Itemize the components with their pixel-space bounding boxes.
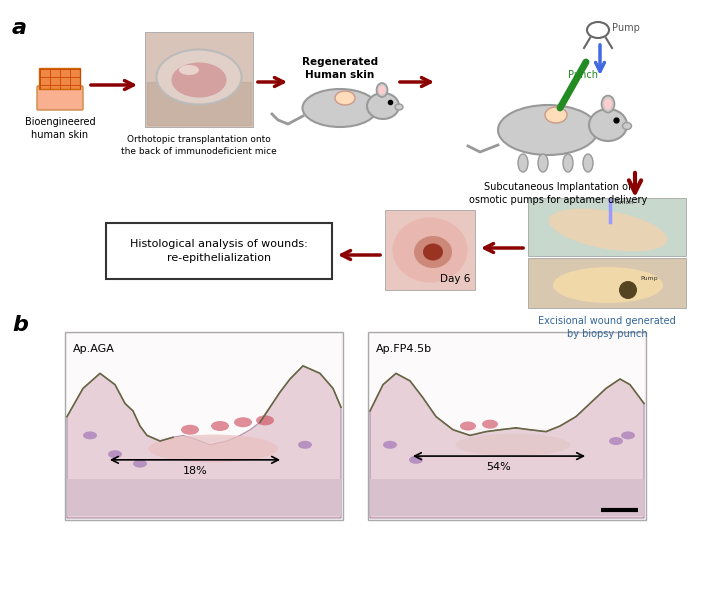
Ellipse shape xyxy=(423,244,443,261)
Ellipse shape xyxy=(545,107,567,123)
Ellipse shape xyxy=(583,154,593,172)
Ellipse shape xyxy=(383,441,397,449)
Bar xyxy=(370,334,644,428)
Text: Orthotopic transplantation onto
the back of immunodeficient mice: Orthotopic transplantation onto the back… xyxy=(121,135,277,156)
Ellipse shape xyxy=(623,122,631,130)
Bar xyxy=(145,32,253,127)
Ellipse shape xyxy=(256,415,274,425)
Text: a: a xyxy=(12,18,27,38)
Bar xyxy=(528,258,686,308)
Polygon shape xyxy=(370,373,644,518)
Text: Ap.FP4.5b: Ap.FP4.5b xyxy=(376,344,432,354)
Ellipse shape xyxy=(298,441,312,449)
Polygon shape xyxy=(67,366,341,518)
FancyBboxPatch shape xyxy=(37,86,83,110)
Ellipse shape xyxy=(335,91,355,105)
Ellipse shape xyxy=(609,437,623,445)
Ellipse shape xyxy=(379,85,385,95)
Text: Punch: Punch xyxy=(568,70,598,80)
Bar xyxy=(67,334,341,438)
Ellipse shape xyxy=(171,62,227,98)
Ellipse shape xyxy=(181,425,199,435)
FancyBboxPatch shape xyxy=(40,68,81,90)
Ellipse shape xyxy=(367,93,399,119)
Ellipse shape xyxy=(83,431,97,439)
Ellipse shape xyxy=(498,105,598,155)
Ellipse shape xyxy=(156,50,241,104)
Text: Regenerated
Human skin: Regenerated Human skin xyxy=(302,57,378,80)
Ellipse shape xyxy=(538,154,548,172)
Ellipse shape xyxy=(133,459,147,468)
Ellipse shape xyxy=(409,456,423,464)
Ellipse shape xyxy=(108,450,122,458)
Text: Excisional wound generated
by biopsy punch: Excisional wound generated by biopsy pun… xyxy=(538,316,676,339)
Text: Subcutaneous Implantation of
osmotic pumps for aptamer delivery: Subcutaneous Implantation of osmotic pum… xyxy=(469,182,647,205)
Text: Pump: Pump xyxy=(640,276,657,281)
Text: Pump: Pump xyxy=(612,23,640,33)
Text: 54%: 54% xyxy=(487,462,511,472)
Ellipse shape xyxy=(549,208,667,251)
Ellipse shape xyxy=(460,422,476,430)
Ellipse shape xyxy=(553,267,663,303)
Text: 18%: 18% xyxy=(183,466,207,476)
Ellipse shape xyxy=(563,154,573,172)
Ellipse shape xyxy=(211,421,229,431)
Bar xyxy=(528,198,686,256)
FancyBboxPatch shape xyxy=(106,223,332,279)
Bar xyxy=(385,210,475,290)
Ellipse shape xyxy=(148,435,278,462)
Bar xyxy=(65,332,343,520)
Bar xyxy=(67,479,341,516)
Ellipse shape xyxy=(395,104,403,110)
Ellipse shape xyxy=(456,434,570,456)
Ellipse shape xyxy=(601,96,614,113)
Text: b: b xyxy=(12,315,28,335)
Text: Histological analysis of wounds:
re-epithelialization: Histological analysis of wounds: re-epit… xyxy=(130,239,308,263)
Ellipse shape xyxy=(302,89,377,127)
Bar xyxy=(368,332,646,520)
Ellipse shape xyxy=(392,218,467,282)
Text: Ap.AGA: Ap.AGA xyxy=(73,344,115,354)
Ellipse shape xyxy=(414,236,452,268)
Ellipse shape xyxy=(179,65,199,75)
Ellipse shape xyxy=(621,431,635,439)
Ellipse shape xyxy=(234,418,252,427)
Ellipse shape xyxy=(518,154,528,172)
Text: Day 6: Day 6 xyxy=(440,274,470,284)
Ellipse shape xyxy=(377,83,387,97)
Circle shape xyxy=(619,281,637,299)
Bar xyxy=(370,479,644,516)
Ellipse shape xyxy=(604,99,612,110)
Ellipse shape xyxy=(589,109,627,141)
Ellipse shape xyxy=(482,419,498,428)
Text: Bioengineered
human skin: Bioengineered human skin xyxy=(24,117,95,140)
Text: Punch: Punch xyxy=(614,200,633,205)
